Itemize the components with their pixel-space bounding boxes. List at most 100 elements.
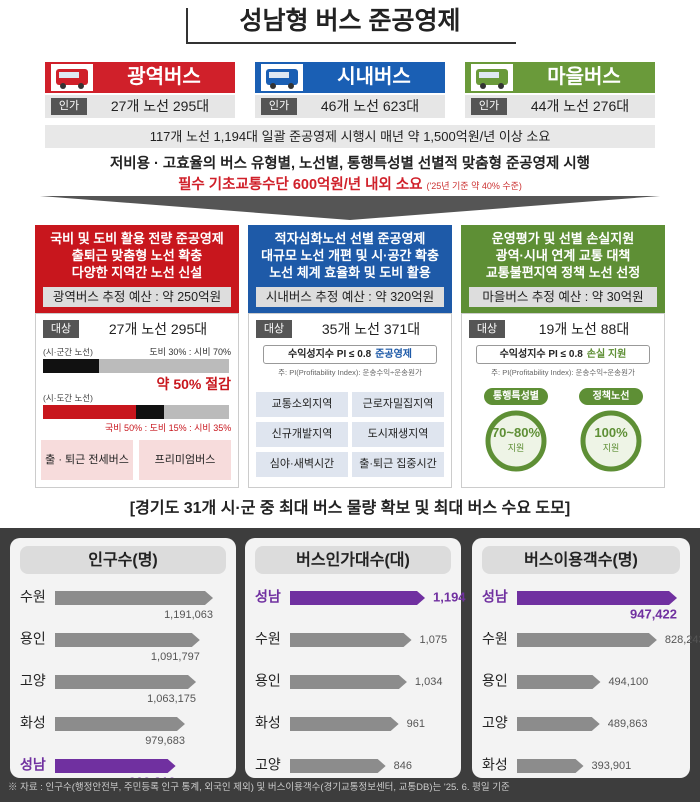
- bar: [290, 717, 399, 731]
- target-area: 출·퇴근 집중시간: [352, 452, 444, 477]
- bar: [290, 591, 425, 605]
- bus-type-name: 마을버스: [547, 66, 621, 88]
- title-bracket-bottom: [186, 42, 516, 44]
- panel-budget: 광역버스 추정 예산 : 약 250억원: [43, 287, 231, 307]
- panel-budget: 마을버스 추정 예산 : 약 30억원: [469, 287, 657, 307]
- panel-header-line: 적자심화노선 선별 준공영제: [274, 231, 426, 246]
- route-label: (시·군간 노선): [43, 347, 93, 357]
- funnel-shape: [40, 196, 660, 220]
- category-label: 고양: [255, 757, 281, 773]
- banner: [경기도 31개 시·군 중 최대 버스 물량 확보 및 최대 버스 수요 도모…: [129, 500, 571, 517]
- page-title: 성남형 버스 준공영제: [239, 7, 461, 35]
- bus-detail: 27개 노선 295대: [110, 98, 210, 114]
- chart-title-bg: [255, 546, 451, 574]
- saving-text: 약 50% 절감: [156, 376, 231, 392]
- ring: [580, 410, 642, 472]
- bar: [290, 759, 386, 773]
- bus-label: 인가: [471, 98, 507, 115]
- bus-icon-art: [476, 69, 508, 89]
- panel-header-line: 교통불편지역 정책 노선 선정: [485, 265, 641, 280]
- value-label: 961: [407, 718, 425, 730]
- bar: [55, 591, 213, 605]
- bar: [55, 717, 185, 731]
- value-label: 947,422: [630, 606, 677, 621]
- target-label: 대상: [43, 320, 79, 338]
- value-label: 494,100: [608, 676, 648, 688]
- bus-service: 출 · 퇴근 전세버스: [41, 440, 133, 480]
- value-label: 1,075: [420, 634, 448, 646]
- value-label: 393,901: [592, 760, 632, 772]
- support-unit: 지원: [602, 443, 620, 453]
- bar: [517, 633, 657, 647]
- chart-title: 버스이용객수(명): [524, 551, 638, 569]
- bar: [290, 633, 412, 647]
- value-label: 1,091,797: [151, 651, 200, 663]
- panel-header-line: 노선 체계 효율화 및 도비 활용: [269, 265, 431, 280]
- footnote: ※ 자료 : 인구수(행정안전부, 주민등록 인구 통계, 외국인 제외) 및 …: [8, 782, 510, 793]
- support-unit: 지원: [507, 443, 525, 453]
- bus-label: 인가: [51, 98, 87, 115]
- value-label: 846: [394, 760, 412, 772]
- support-ring: [485, 410, 547, 472]
- pi-criterion: 수익성지수 PI ≤ 0.8: [288, 349, 372, 360]
- value-label: 828,243: [665, 634, 700, 646]
- panel-header-line: 대규모 노선 개편 및 시·공간 확충: [261, 248, 439, 263]
- panel-header-line: 국비 및 도비 활용 전량 준공영제: [50, 231, 224, 246]
- support-rate: 70~80%: [491, 425, 541, 440]
- share-bar-seg: [43, 405, 136, 419]
- bar: [517, 759, 584, 773]
- bar: [55, 759, 176, 773]
- target-label: 대상: [469, 320, 505, 338]
- category-label: 수원: [482, 631, 508, 647]
- bar: [517, 717, 600, 731]
- bar: [55, 633, 200, 647]
- target-text: 27개 노선 295대: [108, 321, 208, 337]
- value-label: 1,191,063: [164, 609, 213, 621]
- value-label: 979,683: [145, 735, 185, 747]
- category-label: 성남: [482, 589, 508, 605]
- category-label: 수원: [20, 589, 46, 605]
- category-label: 화성: [255, 715, 281, 731]
- bus-card-row: [45, 95, 235, 118]
- pi-box: 수익성지수 PI ≤ 0.8 손실 지원: [476, 345, 650, 364]
- bus-detail: 46개 노선 623대: [320, 98, 420, 114]
- category-label: 화성: [20, 715, 46, 731]
- target-area: 도시재생지역: [352, 422, 444, 447]
- share-bar-seg: [164, 405, 229, 419]
- bar: [55, 675, 197, 689]
- category-label: 고양: [482, 715, 508, 731]
- bar: [290, 675, 407, 689]
- category-label: 화성: [482, 757, 508, 773]
- pi-tag: 손실 지원: [586, 349, 627, 360]
- pi-note: 주: PI(Profitability Index): 운송수익÷운송원가: [278, 368, 422, 377]
- share-bar-seg: [43, 359, 99, 373]
- bus-icon: [471, 64, 513, 91]
- chart-title: 인구수(명): [88, 551, 158, 569]
- pi-tag: 준공영제: [375, 349, 412, 360]
- bus-detail: 44개 노선 276대: [530, 98, 630, 114]
- value-label: 1,034: [415, 676, 443, 688]
- stats-charts: 인구수(명) 수원 1,191,063 용인 1,091,797 고양 1,063,175 화…: [10, 538, 700, 778]
- policy-line: 저비용 · 고효율의 버스 유형별, 노선별, 통행특성별 선별적 맞춤형 준공…: [109, 156, 591, 172]
- value-label: 1,194: [433, 589, 466, 604]
- panel-budget: 시내버스 추정 예산 : 약 320억원: [256, 287, 444, 307]
- route-split: 도비 30% : 시비 70%: [149, 347, 231, 357]
- policy-note: ('25년 기준 약 40% 수준): [426, 181, 522, 191]
- category-label: 용인: [20, 631, 46, 647]
- policy-line-2: 필수 기초교통수단 600억원/년 내외 소요 ('25년 기준 약 40% 수준…: [0, 175, 700, 196]
- chart-title-bg: [482, 546, 680, 574]
- value-label: 1,063,175: [147, 693, 196, 705]
- panel-header-line: 다양한 지역간 노선 신설: [71, 265, 203, 280]
- bus-icon-art: [56, 69, 88, 89]
- panel-header-line: 출퇴근 맞춤형 노선 확충: [71, 248, 203, 263]
- target-area: 신규개발지역: [256, 422, 348, 447]
- title-bracket-left: [186, 8, 188, 44]
- target-area: 교통소외지역: [256, 392, 348, 417]
- bus-label: 인가: [261, 98, 297, 115]
- chart-title: 버스인가대수(대): [296, 551, 410, 569]
- category-label: 고양: [20, 673, 46, 689]
- panel-header-line: 광역·시내 연계 교통 대책: [495, 248, 631, 263]
- bus-card-row: [465, 95, 655, 118]
- pi-box: 수익성지수 PI ≤ 0.8 준공영제: [263, 345, 437, 364]
